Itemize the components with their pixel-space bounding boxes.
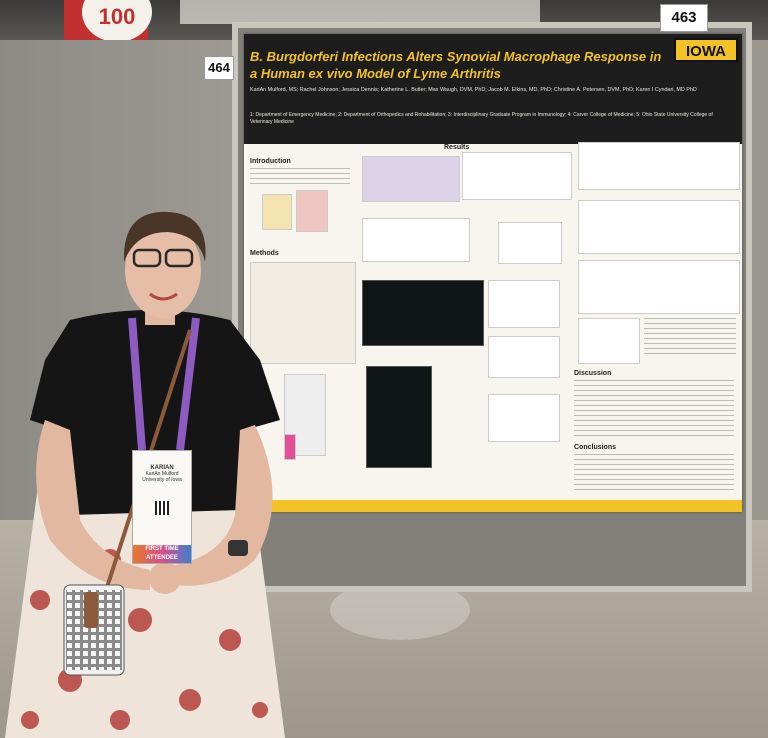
results-heading: Results xyxy=(444,144,470,151)
fluorescence-images xyxy=(366,366,432,468)
intro-figure xyxy=(296,190,328,232)
bar-chart xyxy=(488,394,560,442)
green-bar-charts xyxy=(578,318,640,364)
methods-table xyxy=(284,374,326,456)
badge-full-name: KariAn Mulford xyxy=(145,471,179,477)
poster-title: B. Burgdorferi Infections Alters Synovia… xyxy=(250,49,662,81)
green-bar-charts xyxy=(578,142,740,190)
first-time-attendee-ribbon: FIRST TIME ATTENDEE xyxy=(133,545,191,563)
badge-name: KARIAN xyxy=(150,465,174,471)
research-poster: B. Burgdorferi Infections Alters Synovia… xyxy=(244,34,742,512)
glasses xyxy=(132,248,162,268)
smartwatch xyxy=(228,540,248,556)
booth-number-right: 463 xyxy=(660,4,708,32)
bag-clasp xyxy=(84,592,98,628)
poster-affiliations: 1: Department of Emergency Medicine; 2: … xyxy=(250,112,713,125)
methods-heading: Methods xyxy=(250,250,279,257)
thickness-plot xyxy=(462,152,572,200)
conclusions-heading: Conclusions xyxy=(574,444,617,451)
poster-header: B. Burgdorferi Infections Alters Synovia… xyxy=(244,34,742,144)
green-bar-charts xyxy=(578,200,740,254)
iowa-logo: IOWA xyxy=(674,38,738,62)
intro-heading: Introduction xyxy=(250,158,291,165)
green-bar-charts xyxy=(578,260,740,314)
methods-marker xyxy=(284,434,296,460)
conclusions-text xyxy=(574,454,734,494)
ceiling-light xyxy=(300,0,540,24)
hair xyxy=(123,211,206,262)
badge-qr-code xyxy=(155,501,169,515)
right-arm xyxy=(175,425,273,586)
intro-text xyxy=(250,168,350,188)
purple-lanyard xyxy=(128,317,200,451)
poster-authors: KariAn Mulford, MS; Rachel Johnson; Jess… xyxy=(250,87,697,93)
black-shirt xyxy=(30,310,280,515)
methods-diagram xyxy=(250,262,356,364)
fluorescence-images xyxy=(362,280,484,346)
bar-chart xyxy=(488,336,560,378)
hands xyxy=(149,562,181,594)
discussion-heading: Discussion xyxy=(574,370,612,377)
smile xyxy=(149,292,178,301)
histology-figure xyxy=(362,156,460,202)
intro-figure xyxy=(262,194,292,230)
left-arm xyxy=(36,420,150,590)
ceiling-light xyxy=(180,0,300,24)
bar-chart xyxy=(362,218,470,262)
figure-caption xyxy=(644,318,736,358)
discussion-text xyxy=(574,380,734,436)
bar-chart xyxy=(498,222,562,264)
booth-number-left: 464 xyxy=(204,56,234,80)
bar-chart xyxy=(488,280,560,328)
badge-institution: University of Iowa xyxy=(142,477,182,483)
face xyxy=(125,222,201,318)
poster-footer-stripe xyxy=(244,500,742,512)
name-badge: KARIAN KariAn Mulford University of Iowa… xyxy=(132,450,192,564)
